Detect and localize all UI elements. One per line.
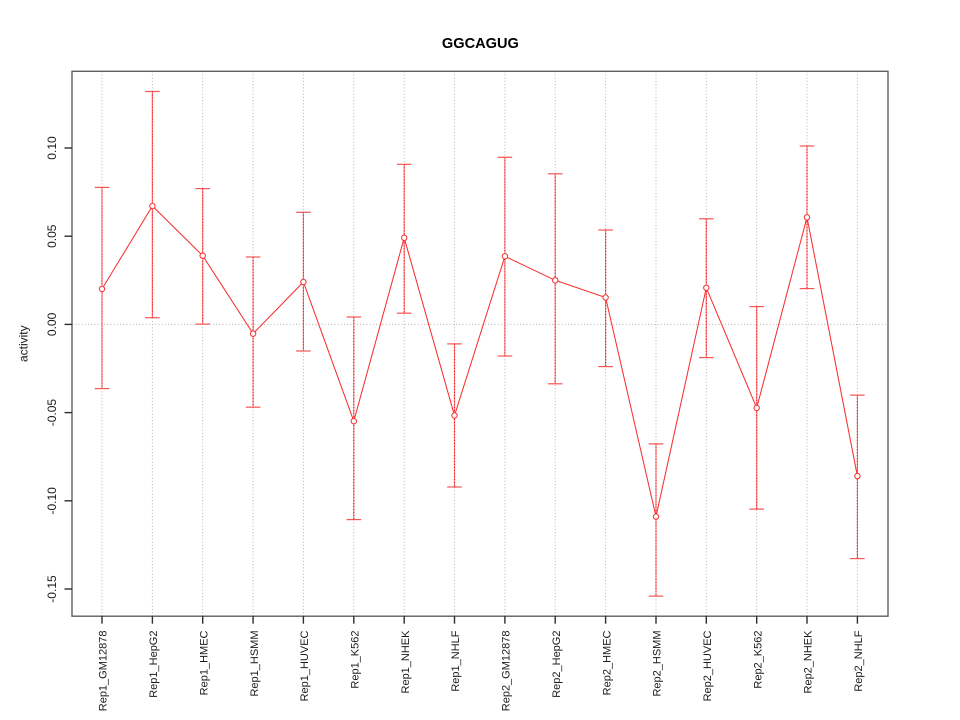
svg-text:Rep1_HMEC: Rep1_HMEC [198, 630, 210, 695]
svg-text:Rep1_NHEK: Rep1_NHEK [400, 630, 412, 694]
svg-text:Rep2_HMEC: Rep2_HMEC [601, 630, 613, 695]
svg-text:-0.10: -0.10 [45, 487, 59, 515]
svg-text:Rep1_HSMM: Rep1_HSMM [249, 631, 261, 697]
svg-text:-0.15: -0.15 [45, 575, 59, 603]
svg-text:Rep1_HepG2: Rep1_HepG2 [148, 631, 160, 698]
svg-text:Rep1_HUVEC: Rep1_HUVEC [299, 630, 311, 701]
svg-text:Rep2_HSMM: Rep2_HSMM [652, 631, 664, 697]
svg-text:Rep2_NHLF: Rep2_NHLF [853, 630, 865, 691]
svg-text:Rep1_K562: Rep1_K562 [350, 631, 362, 689]
svg-text:Rep1_GM12878: Rep1_GM12878 [98, 631, 110, 712]
svg-text:GGCAGUG: GGCAGUG [442, 36, 519, 52]
svg-text:Rep2_NHEK: Rep2_NHEK [803, 630, 815, 694]
svg-text:Rep1_NHLF: Rep1_NHLF [450, 630, 462, 691]
svg-text:0.00: 0.00 [45, 312, 59, 336]
svg-text:Rep2_HUVEC: Rep2_HUVEC [702, 630, 714, 701]
svg-text:-0.05: -0.05 [45, 399, 59, 427]
svg-text:activity: activity [17, 325, 31, 362]
svg-text:0.10: 0.10 [45, 136, 59, 160]
svg-text:Rep2_HepG2: Rep2_HepG2 [551, 631, 563, 698]
svg-text:0.05: 0.05 [45, 224, 59, 248]
svg-text:Rep2_GM12878: Rep2_GM12878 [501, 631, 513, 712]
svg-text:Rep2_K562: Rep2_K562 [752, 631, 764, 689]
